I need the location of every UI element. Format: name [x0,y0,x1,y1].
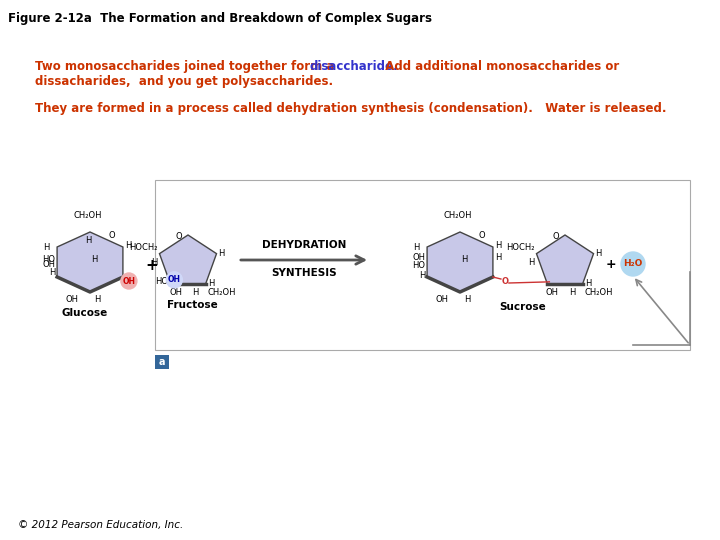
Text: +: + [145,259,158,273]
Text: disaccharide.: disaccharide. [309,60,397,73]
Text: O: O [479,231,485,240]
Text: OH: OH [546,288,559,297]
Polygon shape [57,232,123,292]
Text: CH₂OH: CH₂OH [207,288,236,297]
Text: SYNTHESIS: SYNTHESIS [271,268,337,278]
Text: OH: OH [122,276,135,286]
Text: H: H [192,288,199,297]
Text: Figure 2-12a  The Formation and Breakdown of Complex Sugars: Figure 2-12a The Formation and Breakdown… [8,12,432,25]
Text: +: + [606,258,616,271]
Text: OH: OH [65,295,78,304]
Text: O: O [176,232,182,241]
Text: HO: HO [42,255,55,264]
Text: H: H [219,249,225,258]
Text: OH: OH [168,275,181,285]
Text: OH: OH [435,295,448,304]
Text: H: H [42,242,49,252]
Text: OH: OH [412,253,425,262]
Polygon shape [536,235,593,284]
Text: H: H [49,268,55,277]
Circle shape [121,273,137,289]
Text: a: a [158,357,166,367]
Text: H: H [91,255,97,265]
Text: O: O [501,276,508,286]
Text: H: H [569,288,575,297]
Text: HOCH₂: HOCH₂ [129,242,158,252]
Text: dissacharides,  and you get polysaccharides.: dissacharides, and you get polysaccharid… [35,75,333,88]
FancyBboxPatch shape [155,355,169,369]
Text: H: H [595,249,602,258]
Text: CH₂OH: CH₂OH [585,288,613,297]
Text: H₂O: H₂O [624,259,643,267]
Text: HO: HO [156,278,168,286]
Text: They are formed in a process called dehydration synthesis (condensation).   Wate: They are formed in a process called dehy… [35,102,667,115]
Text: HOCH₂: HOCH₂ [506,242,534,252]
Polygon shape [159,235,217,284]
Text: H: H [125,240,131,249]
Text: OH: OH [169,288,182,297]
Text: H: H [94,295,100,304]
Text: H: H [151,258,158,267]
Text: H: H [495,253,501,261]
Text: H: H [528,258,534,267]
Text: Sucrose: Sucrose [499,302,546,312]
Text: © 2012 Pearson Education, Inc.: © 2012 Pearson Education, Inc. [18,520,184,530]
Text: H: H [419,271,425,280]
Text: H: H [85,236,91,245]
Circle shape [166,272,182,288]
Text: Glucose: Glucose [62,308,108,318]
Text: H: H [207,279,214,288]
Polygon shape [427,232,493,292]
Text: OH: OH [42,260,55,269]
Text: H: H [464,295,470,304]
Text: DEHYDRATION: DEHYDRATION [262,240,346,250]
Text: O: O [553,232,559,241]
Text: CH₂OH: CH₂OH [444,211,472,220]
Text: HO: HO [412,261,425,270]
Text: H: H [413,242,419,252]
Text: Fructose: Fructose [166,300,217,310]
Text: O: O [109,231,115,240]
Text: H: H [461,255,467,265]
Text: Add additional monosaccharides or: Add additional monosaccharides or [377,60,619,73]
Text: H: H [495,240,501,249]
Text: CH₂OH: CH₂OH [74,211,102,220]
Text: Two monosaccharides joined together form a: Two monosaccharides joined together form… [35,60,338,73]
Circle shape [621,252,645,276]
Text: H: H [585,279,591,288]
